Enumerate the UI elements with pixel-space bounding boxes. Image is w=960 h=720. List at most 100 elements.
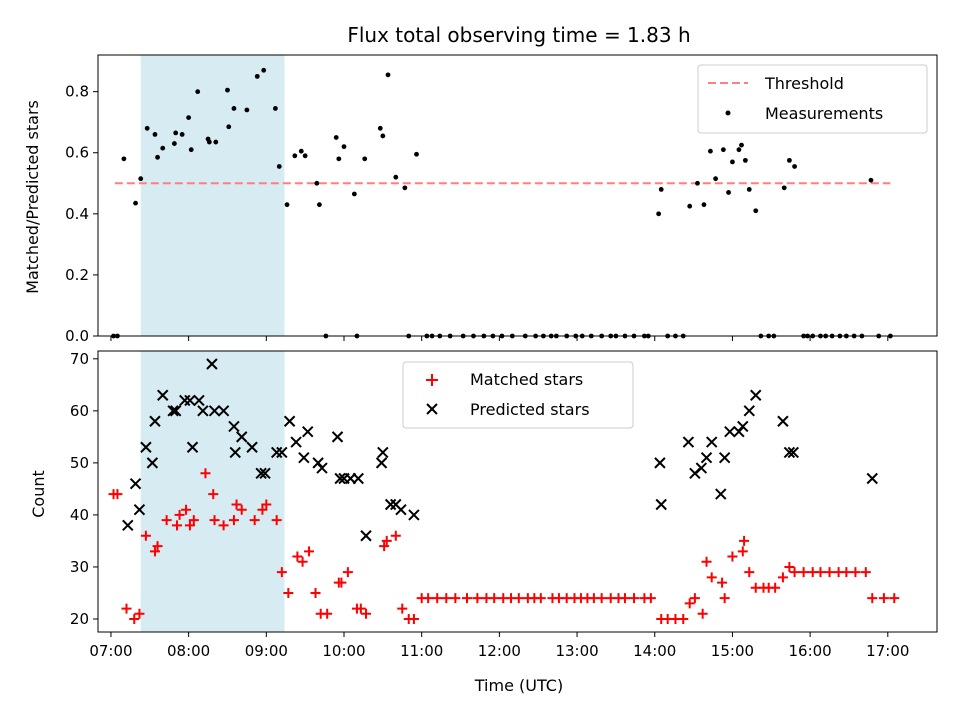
bottom-y-tick-label: 20 [70, 610, 89, 628]
matched-star-point [408, 613, 419, 624]
predicted-star-point [395, 504, 407, 516]
predicted-star-point [331, 431, 344, 443]
measurement-point [753, 208, 759, 214]
predicted-star-point [270, 446, 283, 459]
measurement-point [713, 176, 718, 182]
measurement-point [292, 153, 298, 159]
top-axes-frame [97, 54, 938, 337]
measurement-point [695, 180, 700, 186]
measurement-point [726, 190, 731, 195]
matched-star-point [152, 541, 163, 552]
matched-star-point [121, 603, 132, 614]
matched-star-point [149, 546, 160, 557]
measurement-point [155, 154, 160, 160]
matched-star-point [432, 593, 443, 604]
legend-predicted-label: Predicted stars [470, 400, 590, 419]
top-y-ticks: 0.0 0.2 0.4 0.6 0.8 [65, 83, 98, 345]
predicted-star-point [146, 457, 159, 469]
predicted-star-point [157, 389, 169, 401]
predicted-stars-points [122, 358, 878, 542]
measurement-point [786, 157, 792, 163]
predicted-star-point [122, 519, 134, 532]
top-x-ticks [110, 336, 889, 341]
x-tick-label: 17:00 [866, 642, 909, 660]
predicted-star-point [184, 394, 196, 407]
matched-star-point [784, 561, 795, 572]
predicted-star-point [197, 405, 209, 417]
matched-star-point [423, 593, 434, 604]
measurement-point [746, 186, 752, 192]
bottom-legend-box [402, 361, 634, 429]
x-tick-label: 11:00 [400, 642, 443, 660]
predicted-star-point [316, 462, 328, 474]
predicted-star-point [283, 415, 296, 427]
predicted-star-point [352, 472, 364, 485]
matched-star-point [200, 468, 211, 479]
matched-star-point [860, 567, 871, 578]
predicted-star-point [302, 425, 314, 438]
measurement-point [144, 125, 150, 131]
predicted-star-point [655, 498, 667, 511]
measurement-point [687, 203, 693, 209]
x-tick-label: 13:00 [555, 642, 598, 660]
matched-star-point [257, 504, 268, 515]
predicted-star-point [259, 467, 271, 479]
measurement-point [284, 202, 290, 208]
matched-star-point [619, 593, 630, 604]
matched-star-point [249, 515, 260, 526]
predicted-star-point [334, 472, 346, 485]
bottom-y-tick-label: 40 [70, 506, 89, 524]
predicted-star-point [706, 436, 718, 448]
bottom-y-tick-label: 50 [70, 454, 89, 472]
matched-star-point [824, 567, 835, 578]
predicted-star-point [133, 504, 146, 516]
matched-star-point [129, 613, 140, 624]
measurement-point [414, 151, 419, 157]
legend-threshold-label: Threshold [764, 74, 844, 93]
predicted-star-point [246, 441, 258, 453]
matched-star-point [181, 504, 192, 515]
measurement-point [231, 106, 237, 111]
measurement-point [656, 211, 662, 217]
bottom-x-ticks: 07:00 08:00 09:00 10:00 11:00 12:00 13:00 14:00… [89, 632, 909, 660]
predicted-star-point [167, 405, 179, 417]
top-legend-box [697, 64, 928, 134]
matched-star-point [462, 593, 473, 604]
matched-star-point [689, 593, 700, 604]
matched-star-point [322, 608, 333, 619]
predicted-star-point [217, 405, 230, 417]
top-y-tick-label: 0.6 [65, 144, 89, 162]
predicted-star-point [360, 530, 372, 542]
matched-star-point [276, 567, 287, 578]
measurement-point [336, 156, 342, 162]
matched-star-point [739, 535, 750, 546]
x-axis-label: Time (UTC) [474, 676, 563, 695]
measurement-point [380, 133, 386, 139]
measurement-point [781, 185, 787, 191]
matched-star-point [336, 577, 347, 588]
matched-star-point [379, 541, 390, 552]
measurement-point [261, 67, 267, 73]
predicted-star-point [255, 467, 267, 479]
matched-star-point [231, 499, 242, 510]
measurement-point [298, 148, 304, 154]
top-highlight-span [140, 55, 285, 336]
measurement-point [868, 177, 874, 183]
matched-star-point [737, 546, 748, 557]
measurement-point [226, 124, 232, 130]
matched-star-point [283, 587, 294, 598]
matched-star-point [513, 593, 524, 604]
matched-star-point [218, 520, 229, 531]
measurement-point [351, 191, 357, 197]
predicted-star-point [787, 446, 799, 459]
predicted-star-point [298, 451, 310, 464]
measurement-point [730, 159, 735, 165]
matched-star-point [171, 520, 182, 531]
bottom-y-axis-label: Count [29, 470, 48, 518]
predicted-star-point [384, 498, 397, 511]
predicted-star-point [236, 431, 248, 443]
matched-star-point [889, 593, 900, 604]
measurement-point [720, 147, 726, 153]
predicted-star-point [186, 441, 199, 453]
